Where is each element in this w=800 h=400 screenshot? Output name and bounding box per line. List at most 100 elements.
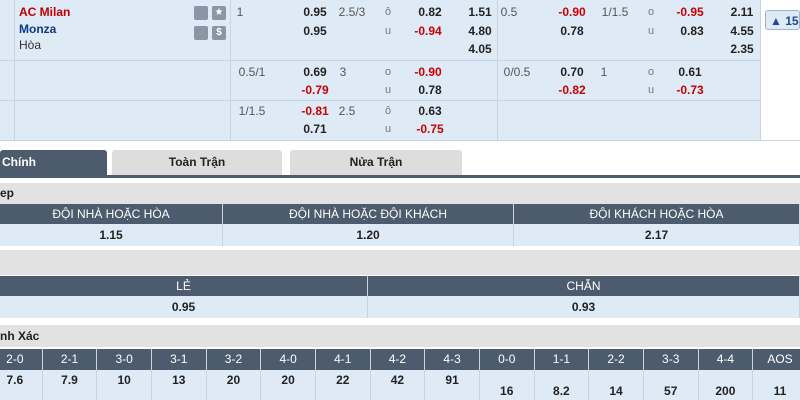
odds-value[interactable]: 0.95 xyxy=(303,24,327,38)
value-cell[interactable]: 0.95 xyxy=(0,296,368,318)
value-cell[interactable]: 42 xyxy=(371,370,426,400)
odds-value[interactable]: 3 xyxy=(339,65,347,79)
odds-value[interactable]: o xyxy=(647,6,655,18)
value-row: 0.95 0.93 xyxy=(0,296,800,318)
odds-value[interactable]: 0/0.5 xyxy=(503,65,531,79)
header-cell: 4-0 xyxy=(261,349,316,370)
header-row: ĐỘI NHÀ HOẶC HÒA ĐỘI NHÀ HOẶC ĐỘI KHÁCH … xyxy=(0,204,800,224)
odds-value[interactable]: 1.51 xyxy=(468,5,492,19)
value-cell[interactable]: 1.15 xyxy=(0,224,223,246)
odds-value[interactable]: 0.95 xyxy=(303,5,327,19)
odds-value[interactable]: -0.81 xyxy=(301,104,329,118)
tab-underline xyxy=(0,175,800,178)
value-cell[interactable]: 11 xyxy=(753,370,800,400)
header-row: 2-0 2-1 3-0 3-1 3-2 4-0 4-1 4-2 4-3 0-0 1-1 2-2 3-3 4… xyxy=(0,349,800,370)
value-cell[interactable]: 0.93 xyxy=(368,296,800,318)
odds-value[interactable]: 4.80 xyxy=(468,24,492,38)
tab[interactable]: Chính xyxy=(0,150,107,175)
odds-value[interactable]: 1 xyxy=(600,65,608,79)
odds-value[interactable]: u xyxy=(384,84,392,96)
favorite-icon[interactable]: ★ xyxy=(212,6,226,20)
odds-value[interactable]: -0.73 xyxy=(676,83,704,97)
tab[interactable]: Toàn Trận xyxy=(112,150,282,175)
odds-value[interactable]: 1 xyxy=(236,5,244,19)
odds-value[interactable]: -0.94 xyxy=(414,24,442,38)
odds-value[interactable]: 0.71 xyxy=(303,122,327,136)
value-row: 7.6 7.9 10 13 20 20 22 42 91 16 8.2 14 57 200 11 xyxy=(0,370,800,400)
header-cell: 4-1 xyxy=(316,349,371,370)
header-cell: 3-2 xyxy=(207,349,262,370)
value-cell[interactable]: 14 xyxy=(589,370,644,400)
value-cell[interactable]: 57 xyxy=(644,370,699,400)
odds-value[interactable]: 1/1.5 xyxy=(601,5,629,19)
icon[interactable] xyxy=(194,6,208,20)
odds-value[interactable]: u xyxy=(647,84,655,96)
home-team[interactable]: AC Milan xyxy=(19,5,71,19)
odds-panel xyxy=(0,0,760,140)
value-cell[interactable]: 13 xyxy=(152,370,207,400)
odds-value[interactable]: u xyxy=(384,25,392,37)
odds-value[interactable]: -0.90 xyxy=(558,5,586,19)
value-cell[interactable]: 16 xyxy=(480,370,535,400)
money-icon[interactable]: $ xyxy=(212,26,226,40)
header-cell: ĐỘI NHÀ HOẶC ĐỘI KHÁCH xyxy=(223,204,514,224)
value-cell[interactable]: 20 xyxy=(261,370,316,400)
odds-value[interactable]: 2.5/3 xyxy=(338,5,366,19)
odds-value[interactable]: 0.82 xyxy=(418,5,442,19)
odds-value[interactable]: 4.55 xyxy=(730,24,754,38)
odds-value[interactable]: -0.95 xyxy=(676,5,704,19)
divider xyxy=(760,0,761,140)
header-cell: AOS xyxy=(753,349,800,370)
odds-value[interactable]: 0.78 xyxy=(418,83,442,97)
icon[interactable] xyxy=(194,26,208,40)
value-cell[interactable]: 91 xyxy=(425,370,480,400)
odds-value[interactable]: 0.70 xyxy=(560,65,584,79)
more-count[interactable]: 15 xyxy=(785,14,799,28)
odds-value[interactable]: 2.35 xyxy=(730,42,754,56)
odds-value[interactable]: u xyxy=(384,123,392,135)
odds-value[interactable]: -0.75 xyxy=(416,122,444,136)
header-cell: 3-0 xyxy=(97,349,152,370)
value-cell[interactable]: 2.17 xyxy=(514,224,800,246)
header-cell: 2-0 xyxy=(0,349,43,370)
odds-value[interactable]: 2.5 xyxy=(338,104,356,118)
value-cell[interactable]: 1.20 xyxy=(223,224,514,246)
more-button[interactable]: ▲ 15 xyxy=(765,10,800,30)
away-team[interactable]: Monza xyxy=(19,22,57,36)
odds-value[interactable]: 0.5/1 xyxy=(238,65,266,79)
value-cell[interactable]: 22 xyxy=(316,370,371,400)
odds-value[interactable]: o xyxy=(647,66,655,78)
odds-value[interactable]: -0.79 xyxy=(301,83,329,97)
value-row: 1.15 1.20 2.17 xyxy=(0,224,800,246)
odds-value[interactable]: ô xyxy=(384,6,392,18)
header-cell: CHẴN xyxy=(368,276,800,296)
odds-value[interactable]: 0.83 xyxy=(680,24,704,38)
header-cell: ĐỘI KHÁCH HOẶC HÒA xyxy=(514,204,800,224)
odds-value[interactable]: 0.5 xyxy=(500,5,518,19)
odds-value[interactable]: 0.61 xyxy=(678,65,702,79)
odds-value[interactable]: 2.11 xyxy=(730,5,754,19)
odds-value[interactable]: 0.69 xyxy=(303,65,327,79)
header-cell: LẺ xyxy=(0,276,368,296)
header-cell: 0-0 xyxy=(480,349,535,370)
odds-value[interactable]: 0.78 xyxy=(560,24,584,38)
odds-value[interactable]: -0.82 xyxy=(558,83,586,97)
value-cell[interactable]: 7.9 xyxy=(43,370,98,400)
odds-value[interactable]: 4.05 xyxy=(468,42,492,56)
odds-value[interactable]: ô xyxy=(384,105,392,117)
odds-value[interactable]: 0.63 xyxy=(418,104,442,118)
odds-value[interactable]: -0.90 xyxy=(414,65,442,79)
header-row: LẺ CHẴN xyxy=(0,276,800,296)
value-cell[interactable]: 8.2 xyxy=(535,370,590,400)
value-cell[interactable]: 10 xyxy=(97,370,152,400)
odds-value[interactable]: 1/1.5 xyxy=(238,104,266,118)
value-cell[interactable]: 200 xyxy=(699,370,754,400)
header-cell: 4-4 xyxy=(699,349,754,370)
odds-value[interactable]: o xyxy=(384,66,392,78)
header-cell: 3-1 xyxy=(152,349,207,370)
value-cell[interactable]: 7.6 xyxy=(0,370,43,400)
value-cell[interactable]: 20 xyxy=(207,370,262,400)
odds-value[interactable]: u xyxy=(647,25,655,37)
tab[interactable]: Nửa Trận xyxy=(290,150,462,175)
